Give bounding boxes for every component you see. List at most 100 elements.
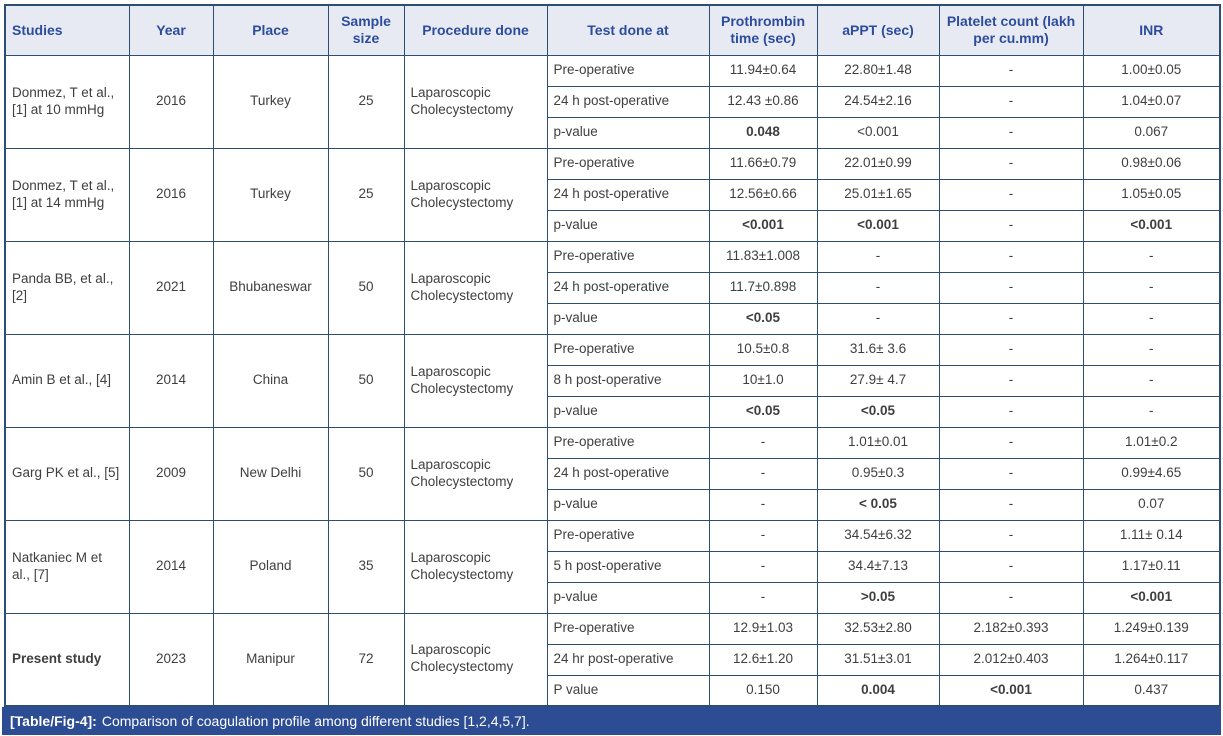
column-header-platelet-count-lakh-per-cu-mm: Platelet count (lakh per cu.mm) (938, 4, 1084, 56)
inr-value: - (1082, 364, 1221, 397)
study-name: Donmez, T et al., [1] at 14 mmHg (4, 147, 130, 242)
prothrombin-time-value: 0.150 (708, 674, 818, 707)
inr-value: 1.264±0.117 (1082, 643, 1221, 676)
inr-value: 1.05±0.05 (1082, 178, 1221, 211)
table-caption-text: Comparison of coagulation profile among … (101, 713, 530, 729)
test-done-at-cell: P value (546, 674, 710, 707)
platelet-count-value: - (938, 209, 1084, 242)
platelet-count-value: - (938, 178, 1084, 211)
test-done-at-cell: p-value (546, 209, 710, 242)
platelet-count-value: - (938, 426, 1084, 459)
platelet-count-value: - (938, 116, 1084, 149)
inr-value: 1.04±0.07 (1082, 85, 1221, 118)
study-year: 2016 (128, 54, 214, 149)
test-done-at-cell: Pre-operative (546, 54, 710, 87)
table-row: Amin B et al., [4] 2014 China 50 Laparoscopi… (4, 333, 1221, 428)
study-sample-size: 50 (327, 426, 405, 521)
table-row: Panda BB, et al., [2] 2021 Bhubaneswar 50 La… (4, 240, 1221, 335)
table-row: Natkaniec M et al., [7] 2014 Poland 35 Lapar… (4, 519, 1221, 614)
appt-value: - (816, 271, 940, 304)
appt-value: < 0.05 (816, 488, 940, 521)
prothrombin-time-value: 12.6±1.20 (708, 643, 818, 676)
test-done-at-cell: p-value (546, 302, 710, 335)
inr-value: - (1082, 271, 1221, 304)
test-done-at-cell: p-value (546, 581, 710, 614)
appt-value: - (816, 240, 940, 273)
prothrombin-time-value: 12.9±1.03 (708, 612, 818, 645)
appt-value: 32.53±2.80 (816, 612, 940, 645)
study-year: 2021 (128, 240, 214, 335)
study-sample-size: 72 (327, 612, 405, 707)
appt-value: 1.01±0.01 (816, 426, 940, 459)
prothrombin-time-value: <0.05 (708, 302, 818, 335)
test-done-at-cell: 24 h post-operative (546, 178, 710, 211)
table-row: p-value <0.001 <0.001- <0.001 (5, 209, 1221, 242)
prothrombin-time-value: 11.7±0.898 (708, 271, 818, 304)
prothrombin-time-value: 0.048 (708, 116, 818, 149)
prothrombin-time-value: 11.66±0.79 (708, 147, 818, 180)
inr-value: 1.11± 0.14 (1082, 519, 1221, 552)
prothrombin-time-value: - (708, 488, 818, 521)
study-year: 2009 (128, 426, 214, 521)
inr-value: 1.00±0.05 (1082, 54, 1221, 87)
column-header-studies: Studies (4, 4, 130, 56)
appt-value: >0.05 (816, 581, 940, 614)
table-caption-label: [Table/Fig-4]: (10, 713, 97, 729)
prothrombin-time-value: 10.5±0.8 (708, 333, 818, 366)
prothrombin-time-value: 12.43 ±0.86 (708, 85, 818, 118)
test-done-at-cell: 24 h post-operative (546, 271, 710, 304)
prothrombin-time-value: 11.83±1.008 (708, 240, 818, 273)
study-place: Turkey (212, 147, 329, 242)
test-done-at-cell: 8 h post-operative (546, 364, 710, 397)
inr-value: 1.01±0.2 (1082, 426, 1221, 459)
table-row: p-value <0.05 <0.05- - (5, 395, 1221, 428)
test-done-at-cell: Pre-operative (546, 519, 710, 552)
appt-value: - (816, 302, 940, 335)
study-sample-size: 25 (327, 54, 405, 149)
inr-value: - (1082, 395, 1221, 428)
inr-value: 0.07 (1082, 488, 1221, 521)
test-done-at-cell: 24 hr post-operative (546, 643, 710, 676)
inr-value: - (1082, 333, 1221, 366)
appt-value: 31.6± 3.6 (816, 333, 940, 366)
coagulation-comparison-table: Studies Year Place Sample size Procedure don… (4, 4, 1221, 707)
test-done-at-cell: 24 h post-operative (546, 85, 710, 118)
platelet-count-value: <0.001 (938, 674, 1084, 707)
table-row: 24 hr post-operative 12.6±1.20 31.51±3.01 2… (5, 643, 1221, 676)
platelet-count-value: - (938, 550, 1084, 583)
study-name: Amin B et al., [4] (4, 333, 130, 428)
study-procedure: Laparoscopic Cholecystectomy (403, 426, 548, 521)
table-row: 24 h post-operative 11.7±0.898- - - (5, 271, 1221, 304)
table-row: 24 h post-operative 12.43 ±0.86 24.54±2.16… (5, 85, 1221, 118)
table-row: 5 h post-operative -34.4±7.13-1.17±0.11 (5, 550, 1221, 583)
platelet-count-value: - (938, 85, 1084, 118)
test-done-at-cell: p-value (546, 116, 710, 149)
study-place: Turkey (212, 54, 329, 149)
appt-value: 31.51±3.01 (816, 643, 940, 676)
table-row: Donmez, T et al., [1] at 14 mmHg 2016 Turk… (4, 147, 1221, 242)
study-place: Bhubaneswar (212, 240, 329, 335)
prothrombin-time-value: - (708, 457, 818, 490)
study-sample-size: 50 (327, 240, 405, 335)
prothrombin-time-value: - (708, 519, 818, 552)
platelet-count-value: - (938, 271, 1084, 304)
test-done-at-cell: 5 h post-operative (546, 550, 710, 583)
platelet-count-value: - (938, 488, 1084, 521)
table-row: Present study 2023 Manipur 72 Laparoscopic C… (4, 612, 1221, 707)
study-procedure: Laparoscopic Cholecystectomy (403, 519, 548, 614)
appt-value: 34.4±7.13 (816, 550, 940, 583)
column-header-place: Place (212, 4, 329, 56)
column-header-appt-sec: aPPT (sec) (816, 4, 940, 56)
study-place: Poland (212, 519, 329, 614)
test-done-at-cell: p-value (546, 395, 710, 428)
platelet-count-value: 2.182±0.393 (938, 612, 1084, 645)
study-sample-size: 50 (327, 333, 405, 428)
prothrombin-time-value: 12.56±0.66 (708, 178, 818, 211)
test-done-at-cell: p-value (546, 488, 710, 521)
table-row: p-value - < 0.05-0.07 (5, 488, 1221, 521)
study-place: China (212, 333, 329, 428)
appt-value: 34.54±6.32 (816, 519, 940, 552)
table-row: Donmez, T et al., [1] at 10 mmHg 2016 Turk… (4, 54, 1221, 149)
inr-value: <0.001 (1082, 209, 1221, 242)
